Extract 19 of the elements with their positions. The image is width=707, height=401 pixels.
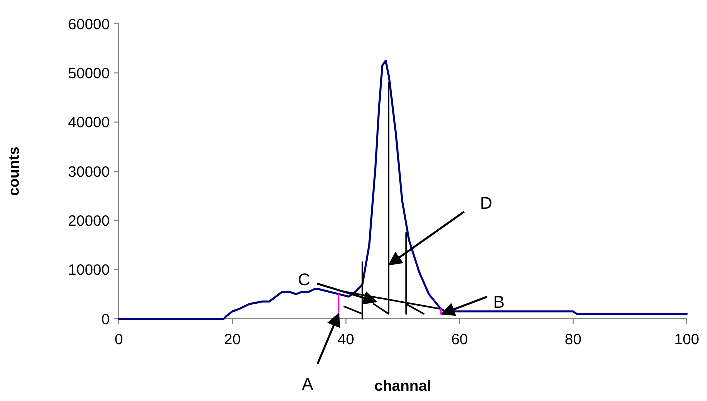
y-axis-title: counts: [6, 146, 23, 196]
y-tick-label: 0: [102, 311, 110, 328]
y-tick-label: 50000: [68, 65, 110, 82]
annotation: D: [480, 194, 493, 213]
annotation: B: [494, 293, 505, 312]
x-tick-label: 0: [114, 331, 124, 348]
x-tick-label: 80: [565, 331, 582, 348]
y-tick-label: 30000: [68, 164, 110, 181]
x-tick-label: 100: [674, 331, 700, 348]
annotation: A: [302, 375, 314, 394]
x-axis-title: channal: [374, 378, 432, 395]
annotation: C: [298, 270, 310, 290]
y-tick-label: 10000: [68, 262, 110, 280]
x-tick-label: 40: [338, 331, 355, 348]
y-tick-label: 40000: [68, 114, 110, 132]
y-tick-label: 20000: [68, 212, 110, 230]
y-tick-label: 60000: [68, 16, 110, 34]
x-tick-label: 60: [451, 331, 468, 348]
x-tick-label: 20: [224, 331, 241, 348]
